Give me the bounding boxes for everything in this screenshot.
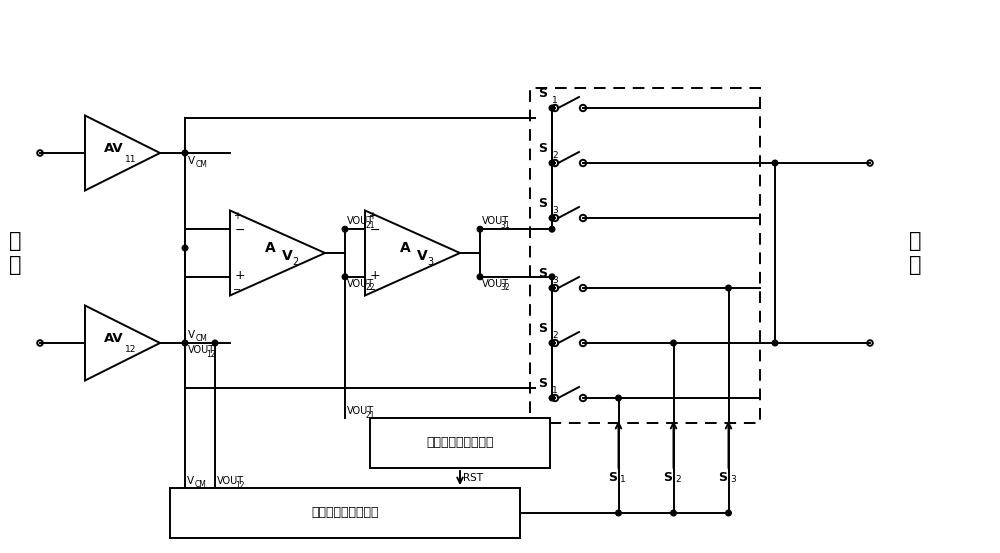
- Text: −: −: [370, 223, 380, 237]
- Text: 1: 1: [620, 475, 626, 484]
- Text: 2: 2: [552, 151, 558, 160]
- Text: 3: 3: [552, 206, 558, 215]
- Text: S: S: [538, 377, 547, 390]
- Text: VOUT: VOUT: [347, 216, 374, 226]
- Text: S: S: [538, 322, 547, 335]
- Text: AV: AV: [104, 331, 123, 345]
- Text: 22: 22: [365, 283, 374, 292]
- Text: 2: 2: [675, 475, 681, 484]
- Bar: [530, 88, 760, 423]
- Text: 1: 1: [552, 96, 558, 105]
- Text: S: S: [718, 471, 727, 484]
- Text: +: +: [233, 211, 241, 221]
- Text: AV: AV: [104, 142, 123, 154]
- Text: CM: CM: [196, 160, 207, 169]
- Circle shape: [726, 510, 731, 516]
- Bar: [170, 488, 520, 538]
- Text: S: S: [538, 142, 547, 155]
- Circle shape: [772, 160, 778, 166]
- Text: 3: 3: [552, 276, 558, 285]
- Text: S: S: [538, 87, 547, 100]
- Circle shape: [477, 226, 483, 232]
- Circle shape: [182, 150, 188, 156]
- Circle shape: [549, 226, 555, 232]
- Circle shape: [616, 510, 621, 516]
- Circle shape: [342, 226, 348, 232]
- Circle shape: [549, 274, 555, 280]
- Text: 2: 2: [552, 331, 558, 340]
- Text: S: S: [608, 471, 617, 484]
- Circle shape: [726, 285, 731, 291]
- Text: 3: 3: [730, 475, 736, 484]
- Text: −: −: [368, 285, 376, 295]
- Text: S: S: [538, 267, 547, 280]
- Text: VOUT: VOUT: [482, 216, 509, 226]
- Text: CM: CM: [196, 334, 207, 343]
- Text: 输
入: 输 入: [9, 231, 21, 275]
- Text: RST: RST: [463, 473, 483, 483]
- Circle shape: [549, 215, 555, 221]
- Text: 21: 21: [365, 221, 374, 230]
- Circle shape: [671, 340, 676, 346]
- Text: 31: 31: [500, 221, 510, 230]
- Text: 32: 32: [500, 283, 510, 292]
- Circle shape: [616, 395, 621, 401]
- Text: +: +: [235, 269, 245, 283]
- Text: V: V: [188, 156, 195, 166]
- Circle shape: [182, 245, 188, 251]
- Text: A: A: [265, 241, 275, 255]
- Text: CM: CM: [194, 480, 206, 489]
- Text: 1: 1: [552, 386, 558, 395]
- Text: V: V: [188, 330, 195, 340]
- Circle shape: [212, 340, 218, 346]
- Text: A: A: [400, 241, 410, 255]
- Text: 3: 3: [427, 257, 433, 267]
- Text: +: +: [368, 211, 376, 221]
- Text: V: V: [187, 476, 194, 486]
- Text: −: −: [235, 223, 245, 237]
- Circle shape: [549, 340, 555, 346]
- Text: −: −: [233, 285, 241, 295]
- Circle shape: [477, 274, 483, 280]
- Circle shape: [549, 285, 555, 291]
- Text: VOUT: VOUT: [347, 279, 374, 289]
- Text: VOUT: VOUT: [188, 345, 215, 355]
- Text: VOUT: VOUT: [347, 406, 374, 416]
- Circle shape: [342, 274, 348, 280]
- Bar: [370, 418, 550, 468]
- Text: VOUT: VOUT: [482, 279, 509, 289]
- Circle shape: [549, 395, 555, 401]
- Circle shape: [671, 510, 676, 516]
- Text: 自触发使能控制电路: 自触发使能控制电路: [426, 436, 494, 450]
- Text: S: S: [663, 471, 672, 484]
- Text: 11: 11: [124, 154, 136, 164]
- Circle shape: [182, 340, 188, 346]
- Text: 21: 21: [365, 411, 374, 420]
- Circle shape: [772, 340, 778, 346]
- Text: 自适应增益控制电路: 自适应增益控制电路: [311, 507, 379, 519]
- Text: V: V: [282, 249, 293, 263]
- Text: +: +: [370, 269, 380, 283]
- Text: 12: 12: [207, 350, 216, 359]
- Text: 12: 12: [235, 481, 244, 490]
- Text: VOUT: VOUT: [217, 476, 244, 486]
- Text: 2: 2: [292, 257, 298, 267]
- Text: 12: 12: [124, 345, 136, 353]
- Text: V: V: [417, 249, 428, 263]
- Circle shape: [549, 105, 555, 111]
- Text: 输
出: 输 出: [909, 231, 921, 275]
- Circle shape: [549, 160, 555, 166]
- Text: S: S: [538, 197, 547, 210]
